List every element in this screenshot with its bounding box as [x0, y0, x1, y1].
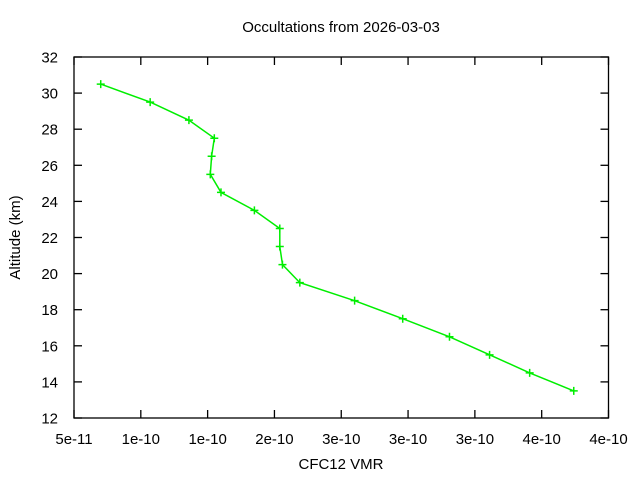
- data-point-marker: [350, 296, 359, 305]
- data-point-marker: [206, 170, 215, 179]
- data-point-marker: [398, 314, 407, 323]
- y-tick-label: 28: [41, 122, 58, 139]
- data-series: [96, 80, 578, 395]
- data-point-marker: [278, 260, 287, 269]
- y-axis-label: Altitude (km): [7, 195, 24, 279]
- x-tick-label: 3e-10: [322, 431, 360, 448]
- x-tick-label: 3e-10: [456, 431, 494, 448]
- x-axis-label: CFC12 VMR: [298, 456, 383, 473]
- y-tick-label: 22: [41, 230, 58, 247]
- data-point-marker: [96, 80, 105, 89]
- y-tick-label: 14: [41, 374, 58, 391]
- data-point-marker: [569, 386, 578, 395]
- data-point-marker: [275, 224, 284, 233]
- y-tick-label: 20: [41, 266, 58, 283]
- data-point-marker: [207, 152, 216, 161]
- y-tick-label: 24: [41, 194, 58, 211]
- x-tick-label: 4e-10: [589, 431, 627, 448]
- data-point-marker: [216, 188, 225, 197]
- y-tick-label: 32: [41, 50, 58, 67]
- x-tick-label: 2e-10: [255, 431, 293, 448]
- data-point-marker: [146, 98, 155, 107]
- plot-frame: [73, 56, 610, 419]
- data-point-marker: [184, 116, 193, 125]
- y-tick-label: 12: [41, 411, 58, 428]
- x-tick-label: 3e-10: [389, 431, 427, 448]
- data-point-marker: [295, 278, 304, 287]
- data-point-marker: [485, 350, 494, 359]
- y-tick-label: 30: [41, 86, 58, 103]
- x-tick-label: 1e-10: [188, 431, 226, 448]
- data-point-marker: [275, 242, 284, 251]
- x-tick-label: 5e-11: [55, 431, 92, 448]
- y-tick-label: 18: [41, 302, 58, 319]
- chart-title: Occultations from 2026-03-03: [242, 19, 440, 36]
- axis-ticks: 5e-11 1e-10 1e-10 2e-10 3e-10 3e-10 3e-10 4e-10…: [41, 50, 627, 449]
- data-point-marker: [525, 368, 534, 377]
- y-tick-label: 26: [41, 158, 58, 175]
- x-tick-label: 4e-10: [523, 431, 561, 448]
- data-point-marker: [250, 206, 259, 215]
- plot-border: [73, 56, 610, 419]
- data-point-marker: [445, 332, 454, 341]
- data-point-marker: [210, 134, 219, 143]
- y-tick-label: 16: [41, 338, 58, 355]
- data-series-line: [100, 83, 575, 392]
- x-tick-label: 1e-10: [122, 431, 160, 448]
